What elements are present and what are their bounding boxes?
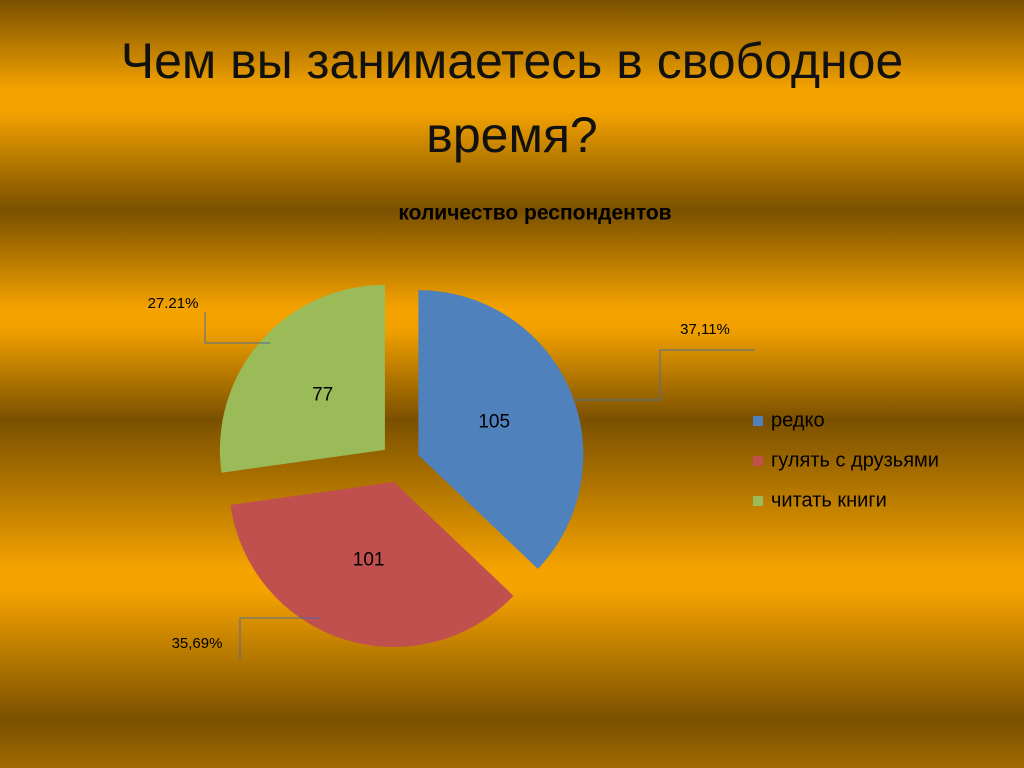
- percentage-label: 35,69%: [172, 635, 223, 652]
- pie-slice: [230, 482, 514, 648]
- legend-swatch: [753, 456, 763, 466]
- data-label: 77: [312, 385, 333, 406]
- legend-swatch: [753, 416, 763, 426]
- legend-label: читать книги: [771, 489, 887, 511]
- percentage-label: 37,11%: [680, 321, 730, 338]
- data-label: 101: [353, 550, 385, 571]
- leader-line: [575, 349, 755, 401]
- pie-slice: [418, 290, 584, 569]
- data-label: 105: [478, 412, 510, 433]
- slide-title: Чем вы занимаетесь в свободное время?: [120, 33, 904, 163]
- chart-title: количество респондентов: [398, 202, 671, 225]
- percentage-label: 27.21%: [148, 295, 199, 312]
- leader-line: [239, 617, 320, 660]
- legend-swatch: [753, 496, 763, 506]
- leader-line: [204, 312, 270, 344]
- pie-slice: [219, 284, 385, 473]
- legend-label: гулять с друзьями: [771, 449, 939, 471]
- legend-label: редко: [771, 409, 825, 431]
